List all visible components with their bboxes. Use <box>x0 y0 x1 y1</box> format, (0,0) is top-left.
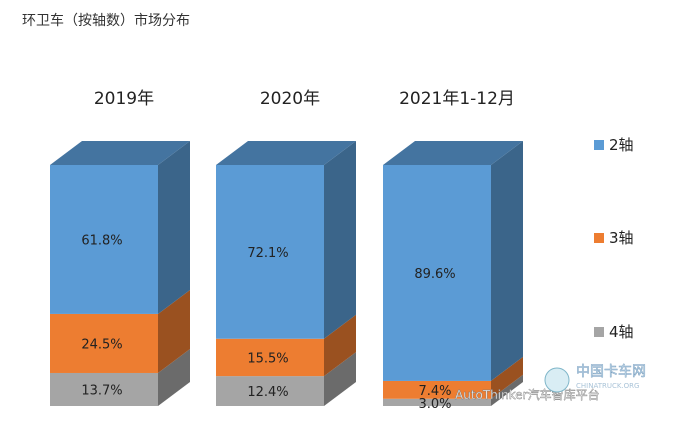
bar-3axle-side <box>324 314 356 377</box>
data-label-3axle: 7.4% <box>418 384 451 399</box>
bar-2axle-front <box>383 165 491 381</box>
bar-4axle-front <box>216 376 324 406</box>
bar-4axle-front <box>50 372 158 406</box>
bar-2axle-front <box>216 165 324 339</box>
bar-2axle-side <box>158 141 190 314</box>
data-label-4axle: 3.0% <box>418 397 451 412</box>
bar-4axle-side <box>491 374 523 406</box>
watermark-logo-text: 中国卡车网 <box>576 363 646 380</box>
legend-swatch-2axle <box>594 140 604 150</box>
legend-swatch-4axle <box>594 327 604 337</box>
bar-3axle-front <box>216 338 324 377</box>
chart-title: 环卫车（按轴数）市场分布 <box>22 12 190 29</box>
bar-top-face <box>216 141 356 165</box>
bar-top-face <box>50 141 190 165</box>
legend-label-3axle: 3轴 <box>609 229 634 247</box>
data-label-3axle: 24.5% <box>81 337 122 352</box>
bar-2axle-side <box>324 141 356 339</box>
watermark-logo-sub: CHINATRUCK.ORG <box>576 382 639 390</box>
data-label-2axle: 89.6% <box>414 267 455 282</box>
bar-4axle-front <box>383 398 491 406</box>
bar-3axle-side <box>491 356 523 399</box>
bar-top-face <box>383 141 523 165</box>
legend-label-2axle: 2轴 <box>609 136 634 154</box>
bar-2axle-side <box>491 141 523 381</box>
data-label-4axle: 12.4% <box>247 385 288 400</box>
legend-label-4axle: 4轴 <box>609 323 634 341</box>
category-label: 2021年1-12月 <box>399 89 515 109</box>
data-label-2axle: 72.1% <box>247 246 288 261</box>
data-label-2axle: 61.8% <box>81 233 122 248</box>
watermark-logo-icon <box>544 367 570 393</box>
bar-4axle-side <box>324 352 356 406</box>
data-label-4axle: 13.7% <box>81 383 122 398</box>
bar-3axle-front <box>383 380 491 399</box>
legend-swatch-3axle <box>594 233 604 243</box>
category-label: 2020年 <box>260 89 320 109</box>
category-label: 2019年 <box>94 89 154 109</box>
data-label-3axle: 15.5% <box>247 351 288 366</box>
bar-4axle-side <box>158 348 190 406</box>
bar-3axle-side <box>158 289 190 373</box>
bar-2axle-front <box>50 165 158 314</box>
bar-3axle-front <box>50 313 158 373</box>
